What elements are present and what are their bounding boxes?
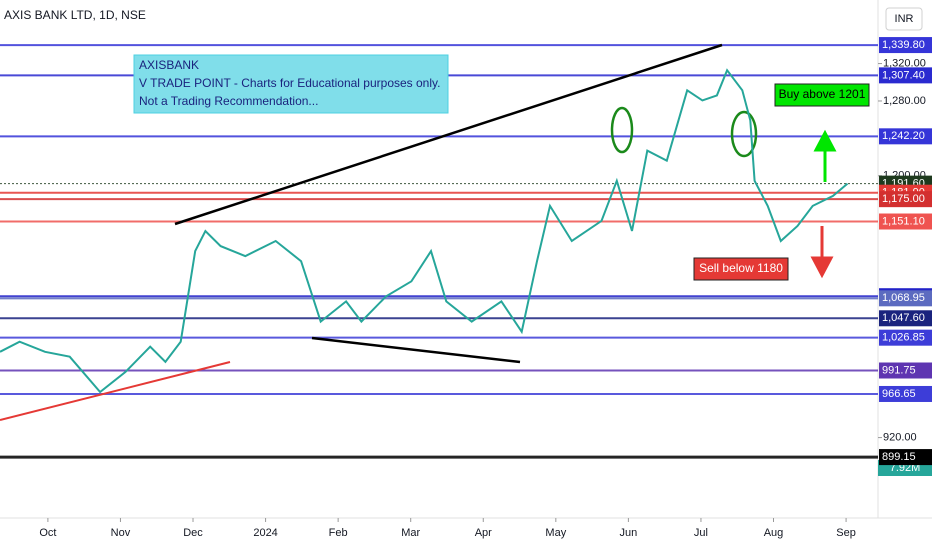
buy-box [774, 83, 870, 107]
x-tick-label: Sep [836, 527, 856, 539]
x-tick-label: Jun [620, 527, 638, 539]
y-tick-label: 920.00 [883, 431, 917, 443]
trend-line [311, 336, 521, 364]
level-label: 1,307.40 [882, 69, 925, 81]
currency-box[interactable] [885, 7, 923, 31]
level-label: 991.75 [882, 364, 916, 376]
y-tick-label: 1,280.00 [883, 95, 926, 107]
level-label: 1,339.80 [882, 39, 925, 51]
level-tag [879, 290, 932, 307]
x-tick-label: Aug [764, 527, 784, 539]
level-label: 966.65 [882, 388, 916, 400]
x-tick-label: Jul [694, 527, 708, 539]
y-tick-label: 1,320.00 [883, 57, 926, 69]
level-tag [879, 213, 932, 230]
level-tag [879, 67, 932, 84]
level-tag [879, 385, 932, 402]
x-tick-label: Mar [401, 527, 420, 539]
level-tag [879, 310, 932, 327]
note-line: AXISBANK [139, 58, 199, 72]
level-tag [879, 329, 932, 346]
level-label: 1,151.10 [882, 215, 925, 227]
note-box [133, 54, 449, 114]
x-tick-label: Oct [39, 527, 56, 539]
sell-label: Sell below 1180 [699, 261, 783, 275]
up-arrow [813, 129, 837, 182]
highlight-circle [730, 110, 758, 158]
highlight-circle [610, 106, 634, 154]
level-label: 1,068.95 [882, 292, 925, 304]
price-line [0, 68, 849, 394]
note-line: Not a Trading Recommendation... [139, 94, 318, 108]
level-tag [879, 191, 932, 208]
x-tick-label: Nov [111, 527, 131, 539]
trend-line [174, 43, 723, 226]
x-tick-label: Dec [183, 527, 203, 539]
level-tag [879, 449, 932, 466]
currency: INR [895, 13, 914, 25]
chart-title: AXIS BANK LTD, 1D, NSE [4, 8, 146, 22]
level-tag [879, 37, 932, 54]
x-tick-label: May [545, 527, 566, 539]
level-label: 1,026.85 [882, 332, 925, 344]
sell-box [693, 257, 789, 281]
x-tick-label: Apr [475, 527, 492, 539]
level-label: 1,242.20 [882, 130, 925, 142]
x-tick-label: 2024 [253, 527, 277, 539]
level-tag [879, 362, 932, 379]
level-tag [879, 128, 932, 145]
level-label: 899.15 [882, 451, 916, 463]
note-line: V TRADE POINT - Charts for Educational p… [139, 76, 440, 90]
level-label: 1,047.60 [882, 312, 925, 324]
x-tick-label: Feb [329, 527, 348, 539]
trend-line [0, 361, 231, 421]
down-arrow [810, 226, 834, 279]
buy-label: Buy above 1201 [779, 87, 866, 101]
level-label: 1,175.00 [882, 193, 925, 205]
